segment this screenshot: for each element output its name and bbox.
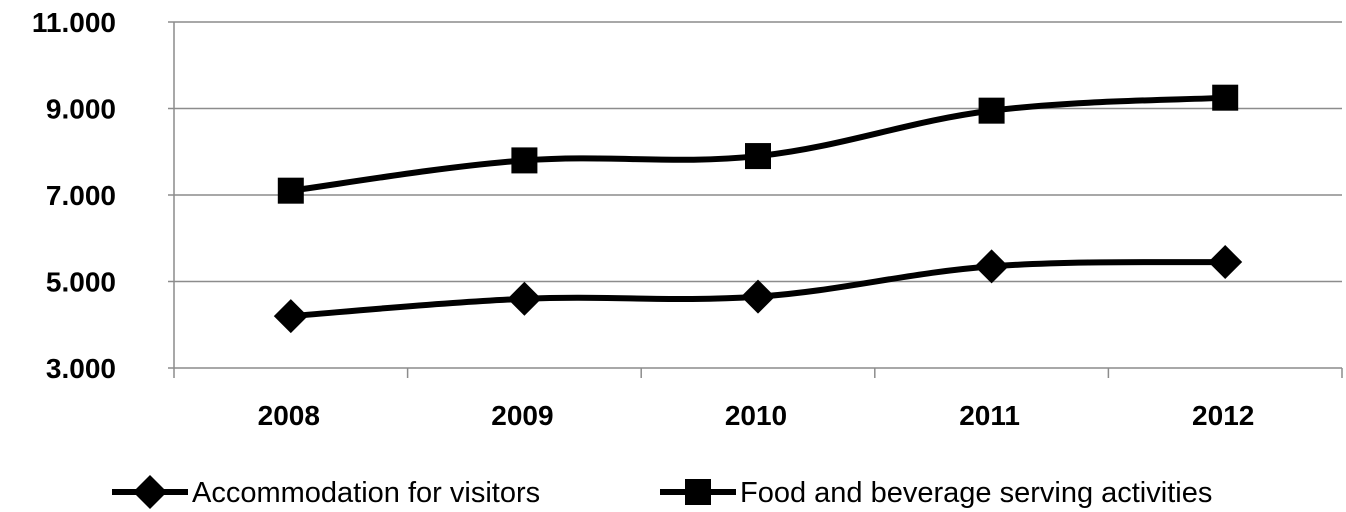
- x-tick-label: 2010: [725, 400, 787, 431]
- legend-item: Accommodation for visitors: [112, 475, 540, 509]
- data-point-marker: [1208, 245, 1243, 280]
- legend-label: Accommodation for visitors: [192, 477, 540, 509]
- data-point-marker: [277, 177, 304, 204]
- y-tick-label: 9.000: [46, 94, 116, 125]
- y-tick-label: 7.000: [46, 180, 116, 211]
- data-point-marker: [1212, 84, 1239, 111]
- legend-label: Food and beverage serving activities: [740, 477, 1212, 509]
- y-tick-label: 11.000: [32, 7, 116, 38]
- axes: [168, 21, 1343, 378]
- data-point-marker: [745, 143, 771, 170]
- series: [273, 84, 1243, 334]
- x-tick-label: 2008: [258, 400, 320, 431]
- series-food-beverage: [277, 84, 1239, 204]
- legend-marker: [133, 475, 167, 509]
- x-tick-label: 2012: [1192, 400, 1254, 431]
- data-point-marker: [511, 147, 538, 174]
- x-tick-label: 2011: [959, 400, 1020, 431]
- x-tick-labels: 2008 2009 2010 2011 2012: [258, 400, 1255, 431]
- data-point-marker: [507, 281, 542, 316]
- data-point-marker: [741, 279, 775, 314]
- data-point-marker: [978, 97, 1005, 124]
- data-point-marker: [273, 299, 308, 334]
- x-tick-label: 2009: [491, 400, 553, 431]
- data-point-marker: [974, 249, 1009, 284]
- legend: Accommodation for visitors Food and bever…: [112, 475, 1212, 509]
- series-accommodation: [273, 245, 1243, 334]
- legend-marker: [685, 479, 711, 505]
- y-tick-labels: 3.000 5.000 7.000 9.000 11.000: [32, 7, 116, 384]
- legend-item: Food and beverage serving activities: [660, 477, 1212, 509]
- y-tick-label: 5.000: [46, 267, 116, 298]
- y-tick-label: 3.000: [46, 353, 116, 384]
